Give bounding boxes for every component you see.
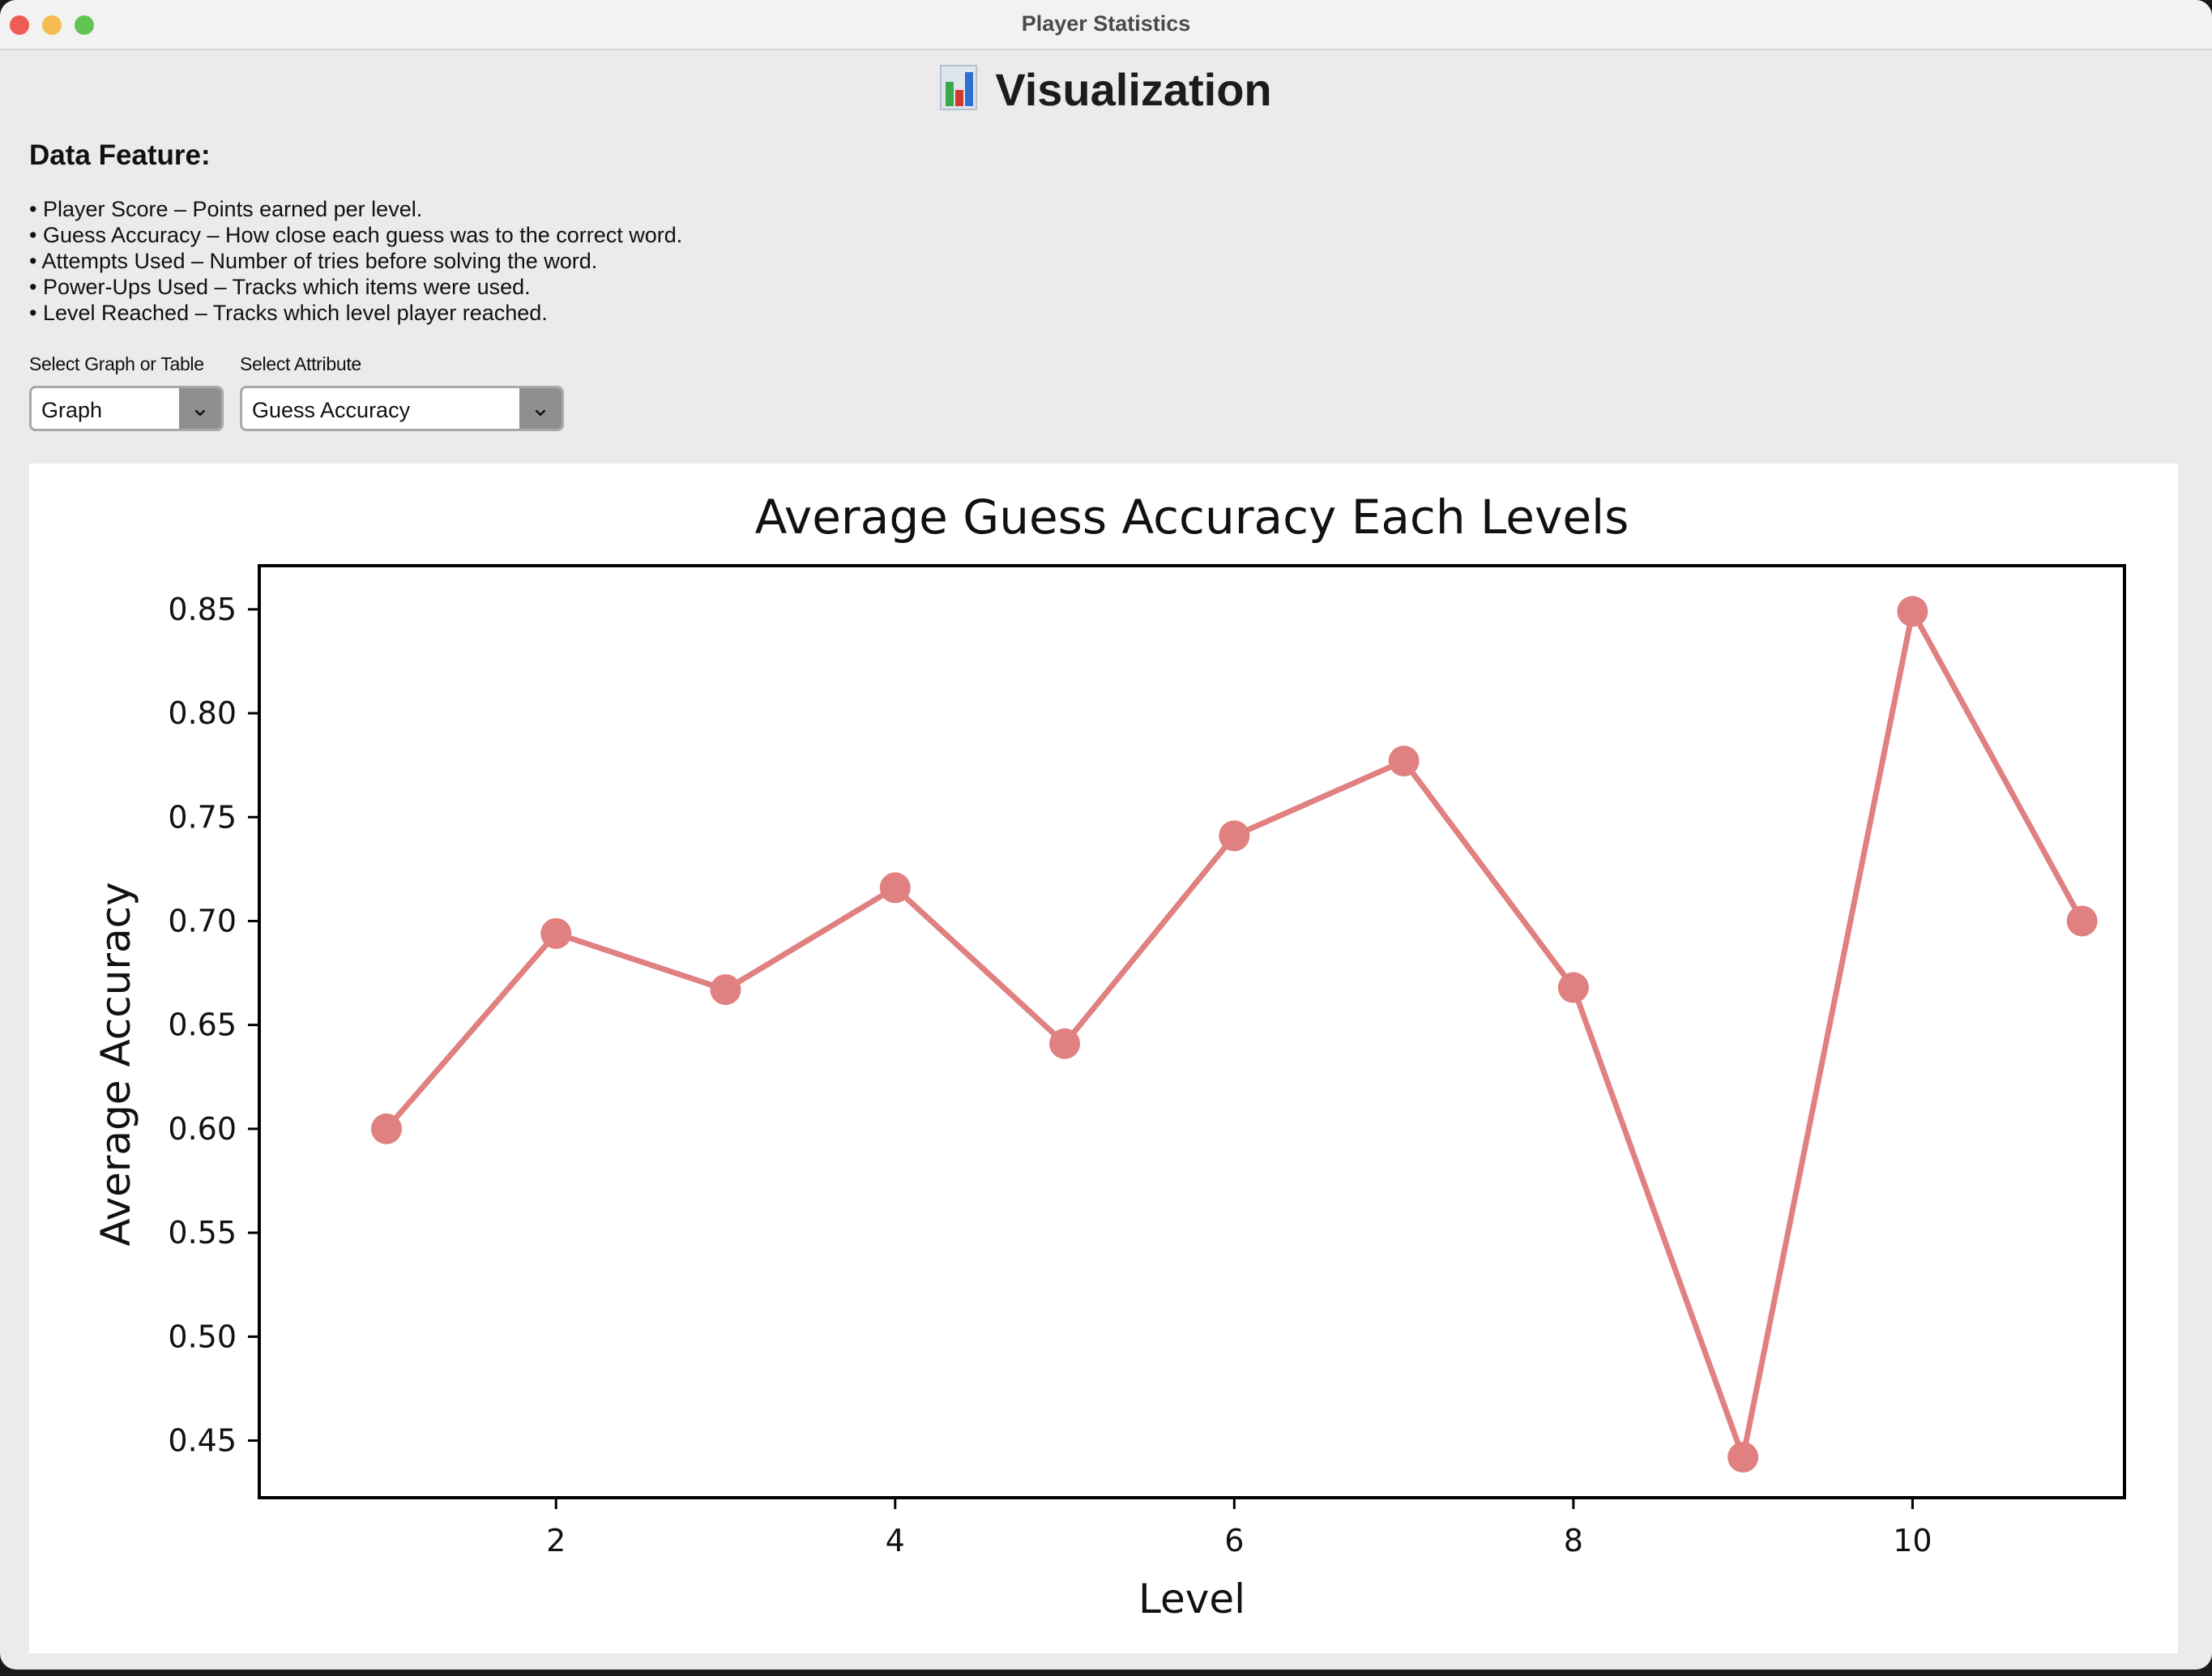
graph-table-select[interactable]: Graph ⌄ [29,386,224,431]
feature-item-player-score: • Player Score – Points earned per level… [29,197,423,221]
feature-item-guess-accuracy: • Guess Accuracy – How close each guess … [29,223,683,247]
data-feature-list: • Player Score – Points earned per level… [29,196,682,326]
data-point [1388,746,1420,777]
attribute-select[interactable]: Guess Accuracy ⌄ [240,386,564,431]
feature-item-attempts-used: • Attempts Used – Number of tries before… [29,249,598,273]
page-heading: Visualization [0,63,2212,116]
y-tick-label: 0.85 [168,592,237,627]
window-title: Player Statistics [1021,11,1191,36]
page-title: Visualization [995,64,1272,115]
chevron-down-icon[interactable]: ⌄ [519,388,562,429]
data-point [370,1113,402,1144]
data-point [710,974,741,1006]
x-axis-label: Level [1138,1576,1245,1623]
y-tick-label: 0.70 [168,903,237,938]
y-tick-label: 0.45 [168,1422,237,1458]
zoom-window-button[interactable] [75,15,94,35]
attribute-label: Select Attribute [240,353,361,374]
feature-item-level-reached: • Level Reached – Tracks which level pla… [29,301,548,325]
y-tick-label: 0.55 [168,1215,237,1251]
x-tick-label: 6 [1224,1523,1244,1558]
x-tick-label: 8 [1564,1523,1583,1558]
chevron-down-icon[interactable]: ⌄ [179,388,221,429]
title-bar: Player Statistics [0,0,2212,50]
y-tick-label: 0.65 [168,1007,237,1043]
attribute-select-value: Guess Accuracy [252,398,411,422]
graph-table-label: Select Graph or Table [29,353,204,374]
y-tick-label: 0.60 [168,1111,237,1147]
feature-item-power-ups-used: • Power-Ups Used – Tracks which items we… [29,275,531,299]
series-line [384,608,2085,1460]
y-tick-label: 0.50 [168,1319,237,1354]
y-tick-label: 0.80 [168,695,237,731]
minimize-window-button[interactable] [42,15,62,35]
chart-title: Average Guess Accuracy Each Levels [755,490,1629,545]
x-tick-label: 4 [886,1523,905,1558]
data-point [1897,596,1928,627]
close-window-button[interactable] [10,15,29,35]
x-tick-label: 10 [1893,1523,1932,1558]
data-feature-title: Data Feature: [29,139,211,171]
data-point [879,872,911,904]
line-chart: Average Guess Accuracy Each Levels 0.45 0.… [92,490,2126,1623]
data-point [1727,1442,1759,1473]
data-point [540,917,572,949]
data-point [2066,905,2098,937]
chart-panel: Average Guess Accuracy Each Levels 0.45 0.… [29,464,2178,1653]
data-point [1557,972,1589,1003]
graph-table-select-value: Graph [41,398,103,422]
data-point [1049,1028,1081,1059]
plot-frame [258,564,2126,1499]
data-point [1219,820,1250,852]
y-tick-label: 0.75 [168,799,237,835]
y-axis-label: Average Accuracy [92,882,139,1246]
x-tick-label: 2 [546,1523,566,1558]
bar-chart-icon [940,65,978,110]
